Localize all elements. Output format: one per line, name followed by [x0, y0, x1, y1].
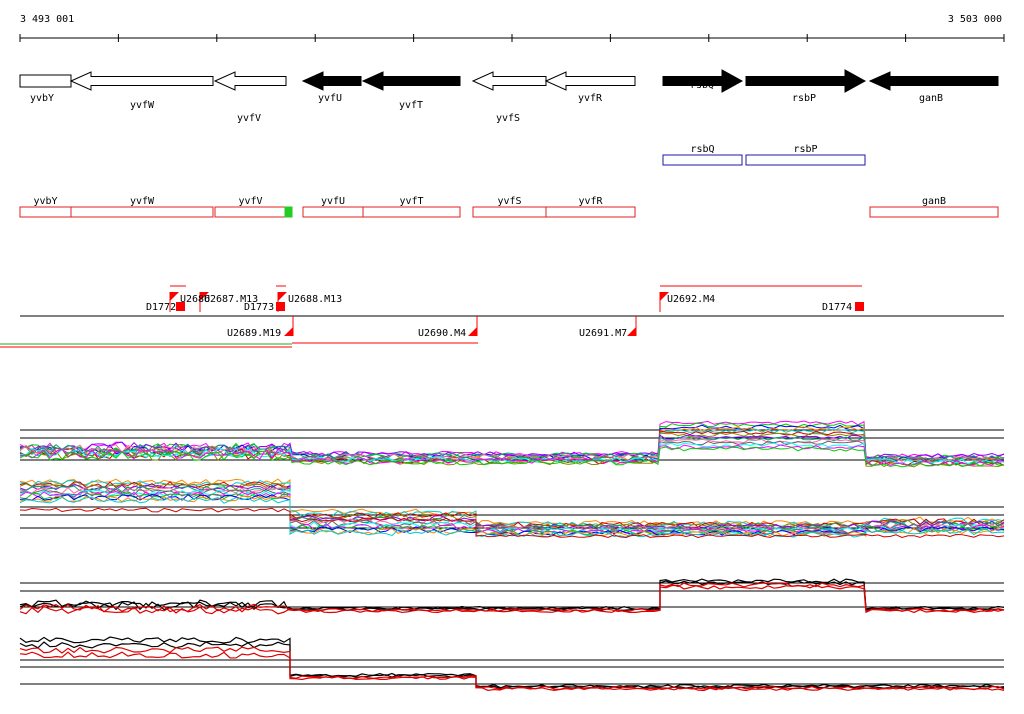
- gene-arrow-yvfR[interactable]: [544, 71, 636, 91]
- red-label-yvfW: yvfW: [130, 196, 155, 207]
- tu-terminator[interactable]: [276, 302, 285, 311]
- profile-trace: [19, 482, 1005, 529]
- tu-label-U2689.M19: U2689.M19: [227, 328, 281, 339]
- gene-arrow-yvfT[interactable]: [361, 71, 461, 91]
- green-marker: [284, 206, 293, 218]
- profile-trace: [19, 442, 1005, 465]
- red-label-yvfT: yvfT: [399, 196, 423, 207]
- gene-label-yvfS: yvfS: [496, 113, 520, 124]
- tu-label-U2687.M13: U2687.M13: [204, 294, 258, 305]
- red-box-yvfW[interactable]: [70, 206, 214, 218]
- gene-arrow-ganB[interactable]: [868, 71, 999, 91]
- red-box-yvfR[interactable]: [545, 206, 636, 218]
- coordinate-ruler: 3 493 001 3 503 000: [19, 14, 1005, 42]
- red-box-yvfU[interactable]: [302, 206, 364, 218]
- tu-flag[interactable]: [278, 292, 287, 301]
- gene-arrow-yvfS[interactable]: [471, 71, 547, 91]
- red-box-yvbY[interactable]: [19, 206, 72, 218]
- gene-label-rsbP: rsbP: [792, 93, 816, 104]
- profile-trace: [19, 646, 1005, 691]
- ruler-start-label: 3 493 001: [20, 14, 74, 25]
- tu-label-U2690.M4: U2690.M4: [418, 328, 466, 339]
- tu-flag[interactable]: [200, 292, 209, 301]
- red-label-yvfR: yvfR: [578, 196, 603, 207]
- profile-trace: [19, 578, 1005, 611]
- tu-flag[interactable]: [468, 327, 477, 336]
- gene-arrow-yvbY[interactable]: [19, 74, 72, 88]
- blue-box-rsbP[interactable]: [745, 154, 866, 166]
- red-label-yvfS: yvfS: [497, 196, 521, 207]
- gene-label-yvfV: yvfV: [237, 113, 261, 124]
- gene-label-ganB: ganB: [919, 93, 943, 104]
- tu-label-D1774: D1774: [822, 302, 852, 313]
- red-box-yvfS[interactable]: [472, 206, 547, 218]
- gene-arrow-rsbQ[interactable]: [662, 69, 744, 93]
- red-label-yvfV: yvfV: [238, 196, 262, 207]
- expression-profile-tracks: [19, 420, 1005, 692]
- profile-trace: [19, 438, 1005, 462]
- gene-arrow-yvfW[interactable]: [69, 71, 214, 91]
- tu-label-U2686: U2686: [180, 294, 210, 305]
- profile-trace: [19, 444, 1005, 467]
- red-label-yvfU: yvfU: [321, 196, 345, 207]
- profile-trace: [19, 434, 1005, 459]
- profile-trace: [19, 492, 1005, 535]
- profile-trace: [19, 489, 1005, 533]
- ruler-ticks: [19, 34, 1005, 42]
- gene-label-rsbQ: rsbQ: [690, 80, 714, 91]
- profile-trace: [19, 478, 1005, 527]
- gene-arrow-yvfU[interactable]: [301, 71, 362, 91]
- red-box-yvfT[interactable]: [362, 206, 461, 218]
- tu-terminator[interactable]: [176, 302, 185, 311]
- red-box-yvfV[interactable]: [214, 206, 287, 218]
- gene-label-yvfU: yvfU: [318, 93, 342, 104]
- profile-trace: [19, 446, 1005, 468]
- profile-trace: [19, 507, 1005, 538]
- gene-label-yvfT: yvfT: [399, 100, 423, 111]
- ruler-end-label: 3 503 000: [948, 14, 1002, 25]
- profile-trace: [19, 651, 1005, 692]
- gene-arrow-rsbP[interactable]: [745, 69, 867, 93]
- tu-label-U2688.M13: U2688.M13: [288, 294, 342, 305]
- profile-trace: [19, 428, 1005, 465]
- red-box-ganB[interactable]: [869, 206, 999, 218]
- profile-trace: [19, 584, 1005, 615]
- gene-label-yvfR: yvfR: [578, 93, 603, 104]
- red-label-ganB: ganB: [922, 196, 946, 207]
- red-label-yvbY: yvbY: [33, 196, 57, 207]
- profile-trace: [19, 436, 1005, 461]
- blue-label-rsbQ: rsbQ: [690, 144, 714, 155]
- tu-flag[interactable]: [627, 327, 636, 336]
- tu-flag[interactable]: [660, 292, 669, 301]
- tu-label-U2692.M4: U2692.M4: [667, 294, 715, 305]
- tu-label-D1772: D1772: [146, 302, 176, 313]
- tu-flag[interactable]: [170, 292, 179, 301]
- gene-arrow-yvfV[interactable]: [213, 71, 287, 91]
- blue-box-rsbQ[interactable]: [662, 154, 743, 166]
- red-gene-track: yvbY yvfW yvfV yvfU yvfT yvfS yvfR ganB: [19, 196, 999, 218]
- tu-terminator[interactable]: [855, 302, 864, 311]
- gene-label-yvbY: yvbY: [30, 93, 54, 104]
- gene-arrow-track: yvbY yvfW yvfV yvfU yvfT yvfS yvfR rsbQ rsbP ganB: [19, 69, 999, 124]
- tu-label-D1773: D1773: [244, 302, 274, 313]
- blue-label-rsbP: rsbP: [793, 144, 817, 155]
- profile-trace: [19, 641, 1005, 689]
- gene-label-yvfW: yvfW: [130, 100, 155, 111]
- tu-label-U2691.M7: U2691.M7: [579, 328, 627, 339]
- blue-gene-track: rsbQ rsbP: [662, 144, 866, 166]
- profile-trace: [19, 580, 1005, 612]
- tu-flag[interactable]: [284, 327, 293, 336]
